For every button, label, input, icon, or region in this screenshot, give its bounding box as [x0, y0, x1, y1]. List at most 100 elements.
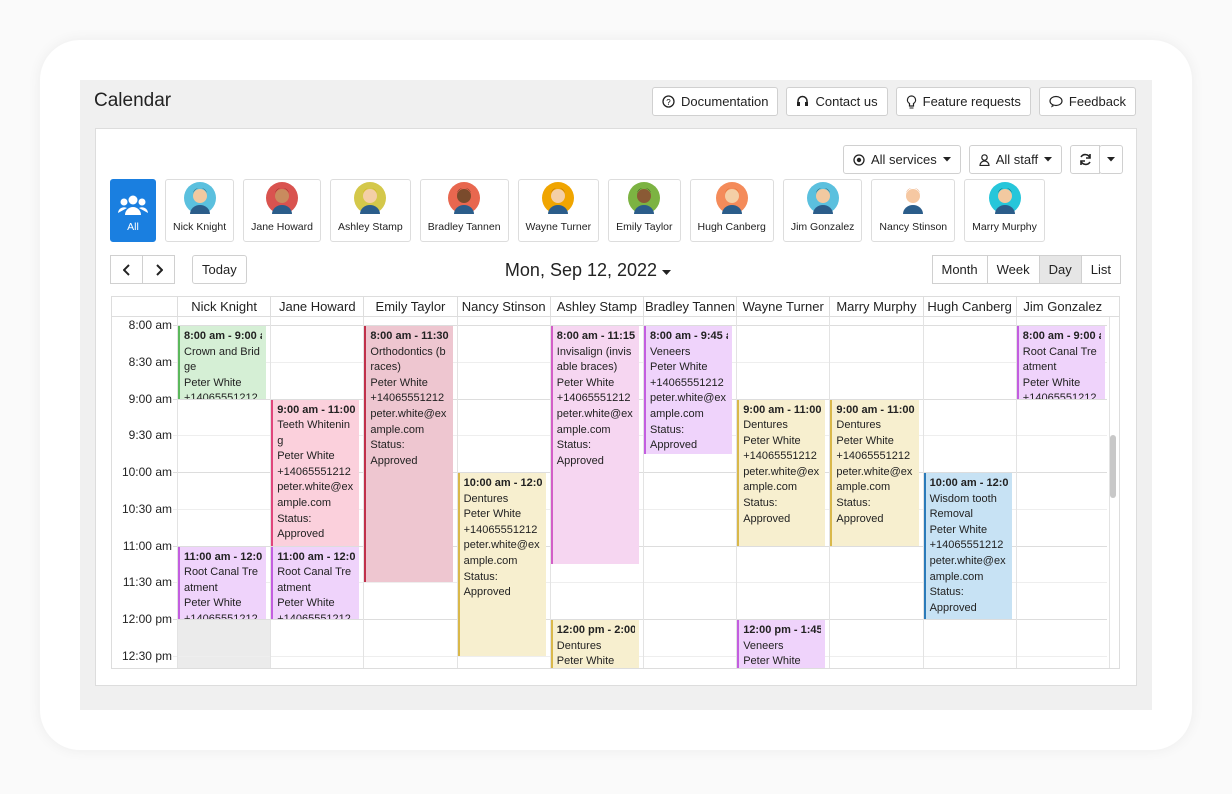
appointment-detail: Status:	[650, 423, 685, 436]
header-button[interactable]: Feature requests	[895, 87, 1031, 116]
appointment-detail: Status:	[929, 586, 964, 599]
filter-label: All services	[871, 152, 937, 167]
appointment-detail: peter.white@example.com	[929, 554, 1006, 583]
appointment-detail: peter.white@example.com	[370, 407, 447, 436]
staff-tab[interactable]: Nick Knight	[165, 179, 235, 242]
column-name: Nick Knight	[177, 297, 270, 316]
column-name: Jim Gonzalez	[1015, 297, 1109, 316]
appointment-detail: Root Canal Treatment	[277, 566, 352, 594]
staff-tab[interactable]: Jane Howard	[243, 179, 321, 242]
filter-label: All staff	[995, 152, 1039, 167]
current-date[interactable]: Mon, Sep 12, 2022	[420, 260, 756, 281]
filter-dropdown[interactable]: All staff	[968, 145, 1063, 174]
column-line	[736, 317, 738, 668]
appointment-detail: peter.white@example.com	[743, 465, 820, 494]
appointment-time: 10:00 am - 12:0	[929, 477, 1008, 489]
staff-tab[interactable]: Bradley Tannen	[419, 179, 509, 242]
header-button[interactable]: ? Documentation	[652, 87, 779, 116]
appointment-detail: Peter White	[836, 434, 894, 447]
staff-tab[interactable]: Emily Taylor	[608, 179, 681, 242]
slot-line	[173, 398, 1107, 400]
appointment-detail: Peter White	[556, 655, 615, 668]
view-button[interactable]: List	[1080, 255, 1121, 284]
refresh-button[interactable]	[1070, 145, 1101, 174]
column-header: Nick Knight Jane Howard Emily Taylor Nancy …	[111, 296, 1120, 317]
time-label: 8:00 am	[128, 318, 172, 332]
appointment-time: 9:00 am - 11:00	[277, 403, 356, 416]
staff-tab[interactable]: All	[110, 179, 156, 242]
appointment-detail: Approved	[370, 454, 418, 467]
appointment-detail: Dentures	[743, 419, 788, 432]
refresh-menu[interactable]	[1099, 145, 1124, 174]
appointment[interactable]: 8:00 am - 11:15 Invisalign (invisable bra…	[550, 326, 639, 564]
appointment-detail: Approved	[556, 454, 604, 467]
appointment-detail: Peter White	[743, 655, 801, 668]
column-line	[456, 317, 458, 668]
appointment-detail: Root Canal Treatment	[184, 566, 258, 594]
staff-tab[interactable]: Wayne Turner	[517, 179, 600, 242]
column-name: Bradley Tannen	[642, 297, 736, 316]
staff-name: Nick Knight	[173, 221, 227, 233]
slot-line	[173, 325, 1107, 326]
appointment-time: 9:00 am - 11:00	[836, 403, 915, 416]
appointment[interactable]: 9:00 am - 11:00 Dentures Peter White +14065…	[830, 399, 919, 546]
staff-tab[interactable]: Hugh Canberg	[689, 179, 774, 242]
staff-name: Jim Gonzalez	[790, 221, 855, 233]
appointment[interactable]: 12:00 pm - 1:45 Veneers Peter White	[737, 620, 826, 668]
appointment-detail: Veneers	[650, 345, 691, 358]
appointment-detail: +14065551212	[184, 612, 258, 619]
appointment[interactable]: 10:00 am - 12:0 Wisdom tooth Removal Peter…	[923, 473, 1012, 619]
appointment-detail: peter.white@example.com	[650, 392, 726, 420]
appointment-detail: Invisalign (invisable braces)	[556, 345, 632, 374]
view-button[interactable]: Month	[931, 255, 988, 284]
filter-dropdown[interactable]: All services	[843, 145, 961, 174]
time-label: 11:00 am	[122, 538, 172, 553]
staff-name: All	[127, 221, 139, 233]
filters: All services All staff	[843, 145, 1124, 174]
scrollbar[interactable]	[1110, 435, 1116, 498]
appointment-detail: Approved	[743, 512, 791, 525]
appointment-detail: Status:	[743, 497, 778, 510]
appointment-detail: Approved	[650, 439, 698, 452]
staff-tab[interactable]: Jim Gonzalez	[782, 179, 863, 242]
appointment-detail: +14065551212	[370, 392, 445, 405]
header-button[interactable]: Feedback	[1038, 87, 1136, 116]
column-name: Nancy Stinson	[456, 297, 550, 316]
view-button[interactable]: Day	[1038, 255, 1082, 284]
appointment[interactable]: 8:00 am - 9:45 a Veneers Peter White +14065…	[644, 326, 733, 454]
appointment[interactable]: 8:00 am - 9:00 a Crown and Bridge Peter Wh…	[178, 326, 267, 399]
slot-line	[173, 361, 1107, 363]
appointment-detail: Status:	[836, 497, 871, 510]
appointment[interactable]: 12:00 pm - 2:00 Dentures Peter White	[550, 620, 639, 668]
appointment-detail: Dentures	[556, 639, 602, 652]
appointment-time: 8:00 am - 9:45 a	[650, 330, 729, 342]
appointment[interactable]: 9:00 am - 11:00 Dentures Peter White +14065…	[737, 399, 826, 546]
appointment[interactable]: 10:00 am - 12:0 Dentures Peter White +14065…	[457, 473, 546, 656]
svg-text:?: ?	[666, 98, 671, 107]
staff-tab[interactable]: Ashley Stamp	[329, 179, 411, 242]
refresh-group	[1070, 145, 1124, 174]
slot-line	[173, 655, 1107, 657]
slot-line	[173, 619, 1107, 620]
next-button[interactable]	[142, 255, 175, 284]
time-label: 12:00 pm	[121, 612, 172, 626]
appointment[interactable]: 8:00 am - 11:30 Orthodontics (braces) Pete…	[364, 326, 453, 583]
staff-tab[interactable]: Nancy Stinson	[871, 179, 956, 242]
appointment[interactable]: 9:00 am - 11:00 Teeth Whitening Peter Whit…	[271, 399, 360, 546]
button-label: Feedback	[1068, 94, 1126, 109]
appointment-detail: Status:	[370, 439, 405, 452]
view-button[interactable]: Week	[986, 255, 1040, 284]
appointment-time: 8:00 am - 11:15	[556, 330, 635, 342]
header-button[interactable]: Contact us	[786, 87, 888, 116]
prev-button[interactable]	[110, 255, 143, 284]
today-button[interactable]: Today	[192, 255, 247, 284]
appointment[interactable]: 11:00 am - 12:00 Root Canal Treatment Pete…	[271, 546, 360, 619]
appointment[interactable]: 11:00 am - 12:00 Root Canal Treatment Pete…	[178, 546, 267, 619]
appointment-detail: Peter White	[184, 597, 242, 610]
appointment-time: 12:00 pm - 1:45	[743, 624, 822, 636]
appointment[interactable]: 8:00 am - 9:00 a Root Canal Treatment Pete…	[1016, 326, 1105, 399]
staff-tab[interactable]: Marry Murphy	[964, 179, 1045, 242]
column-line	[549, 317, 551, 668]
column-line	[643, 317, 644, 668]
appointment-detail: Peter White	[929, 523, 988, 536]
